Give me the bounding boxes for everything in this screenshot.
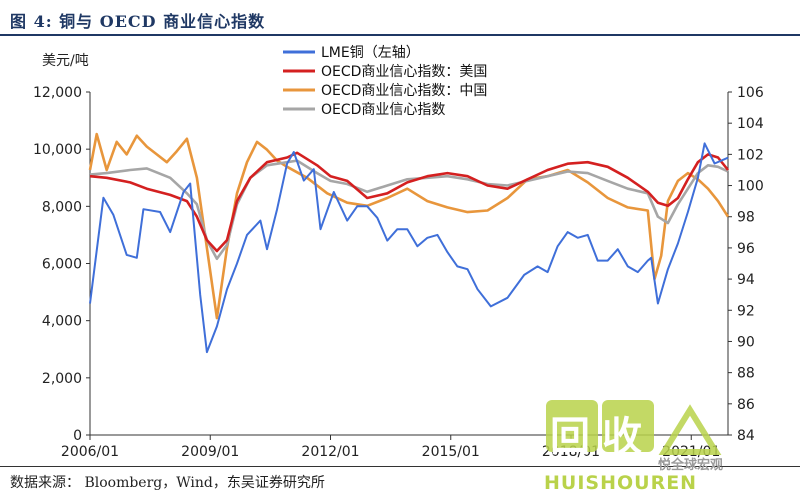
left-tick-label: 0	[73, 428, 82, 444]
right-tick-label: 90	[737, 334, 755, 350]
watermark-wechat-text: 悦全球宏观	[658, 458, 724, 473]
right-tick-label: 84	[737, 428, 755, 444]
right-tick-label: 98	[737, 210, 755, 226]
series-line-2	[88, 132, 730, 320]
right-tick-label: 88	[737, 366, 755, 382]
left-axis-unit: 美元/吨	[42, 53, 89, 69]
series-line-1	[89, 151, 730, 253]
legend-label: OECD商业信心指数：中国	[321, 83, 487, 99]
figure-header: 图 4: 铜与 OECD 商业信心指数	[0, 0, 800, 36]
right-tick-label: 106	[737, 85, 764, 101]
title-underline	[0, 34, 800, 36]
figure-title: 图 4: 铜与 OECD 商业信心指数	[10, 12, 266, 31]
x-tick-label: 2006/01	[61, 444, 119, 460]
series-line-3	[89, 159, 729, 261]
watermark-brand: HUISHOUREN	[544, 472, 698, 494]
right-tick-label: 86	[737, 397, 755, 413]
left-tick-label: 12,000	[33, 85, 82, 101]
right-tick-label: 100	[737, 179, 764, 195]
footer-divider	[0, 466, 800, 467]
series-line-0	[89, 142, 729, 354]
right-tick-label: 92	[737, 303, 755, 319]
recycle-logo-icon	[546, 400, 722, 455]
left-tick-label: 10,000	[33, 142, 82, 158]
right-tick-label: 94	[737, 272, 755, 288]
watermark: 回收 悦全球宏观 HUISHOUREN	[540, 396, 735, 496]
chart: 0 2,000 4,000 6,000 8,000 10,000 12,000 84 86 88 9…	[33, 45, 764, 460]
left-tick-label: 2,000	[42, 371, 82, 387]
source-note: 数据来源： Bloomberg，Wind，东吴证券研究所	[10, 475, 325, 491]
legend-label: OECD商业信心指数	[321, 102, 445, 118]
right-tick-label: 102	[737, 147, 764, 163]
x-tick-label: 2015/01	[422, 444, 480, 460]
left-tick-label: 6,000	[42, 257, 82, 273]
x-tick-label: 2009/01	[181, 444, 239, 460]
left-tick-label: 4,000	[42, 314, 82, 330]
right-tick-label: 96	[737, 241, 755, 257]
legend-label: OECD商业信心指数：美国	[321, 64, 487, 80]
left-tick-label: 8,000	[42, 199, 82, 215]
x-tick-label: 2012/01	[301, 444, 359, 460]
right-tick-label: 104	[737, 116, 764, 132]
watermark-logo-text: 回收	[550, 414, 654, 460]
legend-label: LME铜（左轴）	[321, 45, 420, 61]
